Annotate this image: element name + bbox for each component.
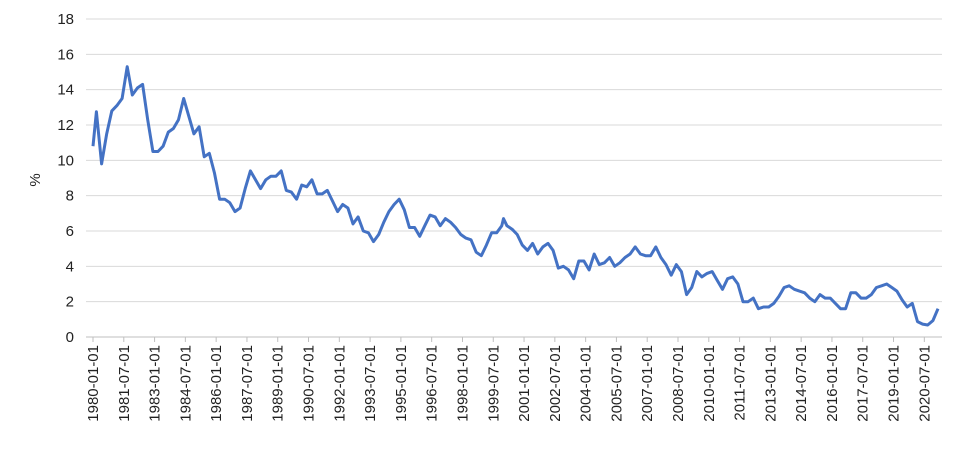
- y-tick-label: 6: [66, 223, 74, 240]
- x-tick-label: 1981-07-01: [116, 345, 133, 422]
- line: [91, 65, 940, 327]
- y-tick-label: 10: [57, 152, 74, 169]
- x-tick-label: 2004-01-01: [578, 345, 595, 422]
- x-tick-label: 1984-07-01: [177, 345, 194, 422]
- y-tick-label: 18: [57, 11, 74, 28]
- x-tick-label: 2002-07-01: [547, 345, 564, 422]
- y-tick-label: 0: [66, 329, 74, 346]
- x-tick-label: 1990-07-01: [301, 345, 318, 422]
- x-tick-label: 1989-01-01: [270, 345, 287, 422]
- x-tick-label: 2001-01-01: [516, 345, 533, 422]
- x-tick-label: 2007-01-01: [639, 345, 656, 422]
- y-axis-label: %: [27, 173, 44, 186]
- y-tick-label: 4: [66, 258, 74, 275]
- x-tick-label: 2020-07-01: [916, 345, 933, 422]
- x-tick-label: 1993-07-01: [362, 345, 379, 422]
- x-tick-label: 2013-01-01: [762, 345, 779, 422]
- x-tick-label: 1999-07-01: [485, 345, 502, 422]
- y-tick-label: 12: [57, 117, 74, 134]
- x-tick-label: 2008-07-01: [670, 345, 687, 422]
- x-tick-label: 1986-01-01: [208, 345, 225, 422]
- x-tick-label: 1983-01-01: [147, 345, 164, 422]
- y-tick-label: 2: [66, 294, 74, 311]
- x-tick-label: 2017-07-01: [855, 345, 872, 422]
- y-tick-label: 14: [57, 82, 74, 99]
- y-tick-label: 16: [57, 46, 74, 63]
- y-tick-label: 8: [66, 188, 74, 205]
- x-tick-label: 2019-01-01: [886, 345, 903, 422]
- x-tick-label: 1998-01-01: [454, 345, 471, 422]
- x-tick-label: 1996-07-01: [424, 345, 441, 422]
- x-tick-label: 2005-07-01: [608, 345, 625, 422]
- x-tick-label: 1995-01-01: [393, 345, 410, 422]
- x-tick-label: 1992-01-01: [331, 345, 348, 422]
- x-tick-label: 1980-01-01: [85, 345, 102, 422]
- x-tick-label: 2011-07-01: [732, 345, 749, 421]
- x-tick-label: 2016-01-01: [824, 345, 841, 422]
- x-tick-label: 2010-01-01: [701, 345, 718, 422]
- x-tick-label: 2014-07-01: [793, 345, 810, 422]
- x-tick-label: 1987-07-01: [239, 345, 256, 422]
